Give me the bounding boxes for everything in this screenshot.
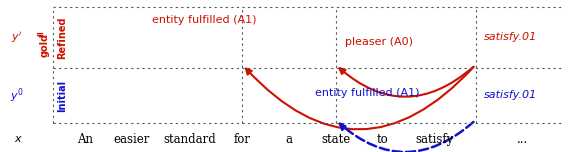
Text: a: a <box>286 133 293 146</box>
FancyArrowPatch shape <box>246 67 474 129</box>
Text: satisfy.01: satisfy.01 <box>484 32 537 42</box>
Text: pleaser (A0): pleaser (A0) <box>345 38 413 47</box>
Text: =: = <box>36 29 44 39</box>
Text: ...: ... <box>516 133 528 146</box>
Text: entity fulfilled (A1): entity fulfilled (A1) <box>315 88 420 98</box>
Text: An: An <box>77 133 93 146</box>
Text: $x$: $x$ <box>13 135 23 145</box>
Text: entity fulfilled (A1): entity fulfilled (A1) <box>152 15 257 25</box>
Text: satisfy: satisfy <box>416 133 454 146</box>
Text: state: state <box>321 133 350 146</box>
Text: satisfy.01: satisfy.01 <box>484 90 537 100</box>
Text: standard: standard <box>164 133 217 146</box>
FancyArrowPatch shape <box>339 67 474 97</box>
Text: $y^0$: $y^0$ <box>10 86 24 105</box>
FancyArrowPatch shape <box>340 122 474 152</box>
Text: easier: easier <box>114 133 150 146</box>
Text: Refined: Refined <box>57 16 67 59</box>
Text: $y'$: $y'$ <box>11 30 23 45</box>
Text: for: for <box>234 133 251 146</box>
Text: Initial: Initial <box>57 79 67 112</box>
Text: gold: gold <box>39 33 50 57</box>
Text: to: to <box>377 133 388 146</box>
